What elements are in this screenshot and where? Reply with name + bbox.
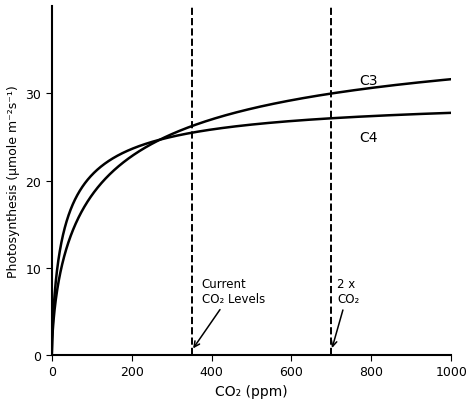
Text: Current
CO₂ Levels: Current CO₂ Levels: [194, 277, 265, 347]
Text: C4: C4: [359, 131, 378, 145]
X-axis label: CO₂ (ppm): CO₂ (ppm): [215, 384, 288, 398]
Text: 2 x
CO₂: 2 x CO₂: [331, 277, 360, 347]
Text: C3: C3: [359, 74, 378, 88]
Y-axis label: Photosynthesis (µmole m⁻²s⁻¹): Photosynthesis (µmole m⁻²s⁻¹): [7, 85, 20, 277]
